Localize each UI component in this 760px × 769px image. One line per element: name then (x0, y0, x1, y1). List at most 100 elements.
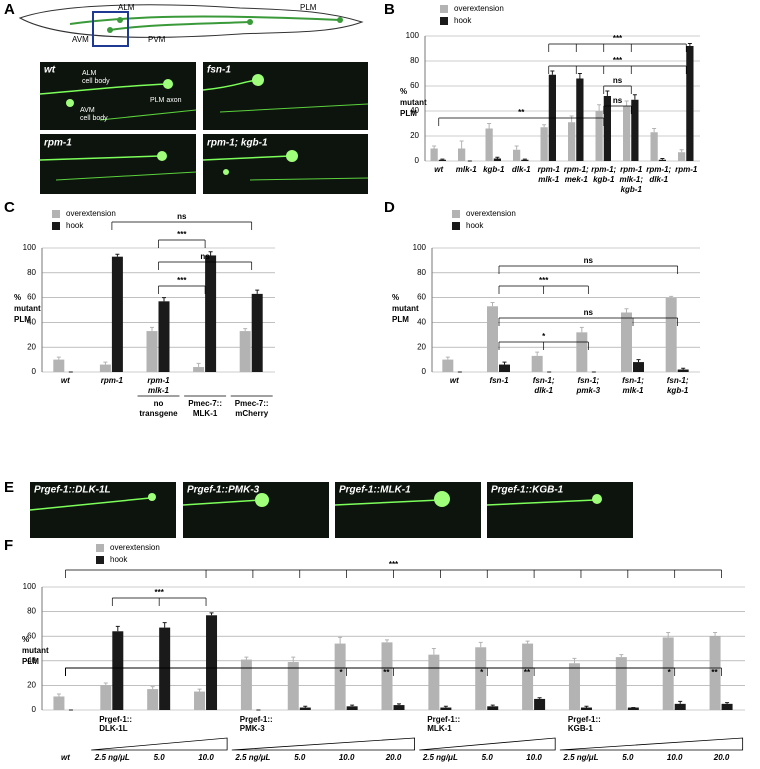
bar (631, 99, 639, 161)
bar (568, 122, 576, 161)
x-tick-label: mlk-1 (538, 175, 559, 184)
x-tick-label: 2.5 ng/μL (94, 753, 130, 762)
bar (251, 293, 263, 372)
error-bar (255, 289, 260, 294)
bar (534, 698, 546, 710)
image-title: Prgef-1::PMK-3 (187, 485, 260, 496)
bar (111, 256, 123, 372)
x-tick-label: rpm-1 (620, 165, 643, 174)
micrograph: Prgef-1::DLK-1L (29, 482, 176, 538)
error-bar (478, 641, 483, 648)
error-bar (572, 657, 577, 664)
image-title: wt (44, 65, 56, 76)
panel-label: F (4, 537, 13, 554)
significance-label: * (340, 668, 344, 677)
error-bar (115, 253, 120, 257)
bar (633, 362, 644, 372)
image-title: Prgef-1::DLK-1L (34, 485, 111, 496)
bar (540, 127, 548, 161)
x-tick-label: rpm-1 (675, 165, 698, 174)
bar (159, 627, 171, 710)
error-bar (56, 356, 61, 360)
micrograph: wt ALM cell body AVM cell body PLM axon (39, 62, 197, 130)
y-axis-label: % (400, 87, 407, 96)
x-tick-label: fsn-1; (577, 376, 599, 385)
panel-label: D (384, 199, 395, 216)
error-bar (162, 297, 166, 302)
bar (205, 255, 217, 372)
x-tick-label: 2.5 ng/μL (562, 753, 598, 762)
significance-label: *** (154, 588, 164, 597)
legend-label: overextension (466, 209, 516, 218)
significance-bracket (498, 265, 679, 274)
y-axis-label: % (22, 635, 29, 644)
micrograph: rpm-1; kgb-1 (202, 134, 369, 194)
y-tick-label: 80 (417, 268, 426, 277)
x-tick-label: 10.0 (339, 753, 355, 762)
worm-diagram: ALM PLM AVM PVM (18, 3, 364, 47)
error-bar (56, 693, 61, 697)
cell-label: AVM (72, 35, 89, 44)
group-label: Prgef-1:: (240, 715, 273, 724)
error-bar (619, 654, 624, 658)
y-tick-label: 60 (27, 293, 36, 302)
bar (531, 355, 543, 372)
error-bar (605, 90, 610, 96)
bar (346, 706, 358, 710)
bar (458, 148, 466, 161)
micrograph: rpm-1 (39, 134, 197, 194)
bar (193, 367, 205, 372)
significance-label: *** (177, 230, 187, 239)
image-title: Prgef-1::KGB-1 (491, 485, 564, 496)
error-bar (385, 639, 389, 643)
error-bar (443, 705, 448, 708)
bar (576, 332, 588, 372)
bar (595, 111, 603, 161)
bar (522, 643, 534, 710)
bar (623, 106, 631, 161)
dose-triangle (419, 737, 556, 751)
error-bar (569, 115, 574, 123)
image-title: Prgef-1::MLK-1 (339, 485, 411, 496)
group-label: Prgef-1:: (427, 715, 460, 724)
error-bar (597, 104, 602, 111)
error-bar (459, 140, 464, 149)
y-tick-label: 100 (23, 582, 37, 591)
error-bar (525, 640, 530, 644)
panel-label: C (4, 199, 15, 216)
x-tick-label: mlk-1 (623, 386, 644, 395)
error-bar (542, 124, 547, 128)
error-bar (725, 702, 730, 704)
bar (146, 331, 158, 372)
bar (513, 149, 521, 161)
significance-bracket (438, 117, 605, 126)
significance-label: ns (584, 256, 594, 265)
significance-label: * (480, 668, 484, 677)
group-label: Pmec-7:: (235, 399, 269, 408)
significance-label: ** (383, 668, 390, 677)
bar (53, 359, 65, 372)
bar (485, 128, 493, 161)
group-label: Prgef-1:: (99, 715, 132, 724)
bar (521, 159, 529, 161)
error-bar (303, 705, 308, 708)
dose-triangle (231, 737, 415, 751)
micrograph: Prgef-1::PMK-3 (182, 482, 329, 538)
bar (438, 159, 446, 161)
image-note: ALM (82, 70, 97, 77)
legend-label: overextension (110, 543, 160, 552)
bar (686, 46, 694, 161)
y-axis-label: PLM (400, 109, 417, 118)
cell-label: PVM (148, 35, 166, 44)
image-title: fsn-1 (207, 65, 231, 76)
x-tick-label: mek-1 (565, 175, 589, 184)
legend-swatch (440, 17, 448, 25)
bar (674, 703, 686, 710)
image-note: PLM axon (150, 97, 182, 104)
bar (239, 331, 251, 372)
group-label: Pmec-7:: (188, 399, 222, 408)
bar (393, 705, 405, 710)
x-tick-label: 5.0 (294, 753, 306, 762)
y-tick-label: 60 (410, 81, 419, 90)
x-tick-label: fsn-1; (533, 376, 555, 385)
